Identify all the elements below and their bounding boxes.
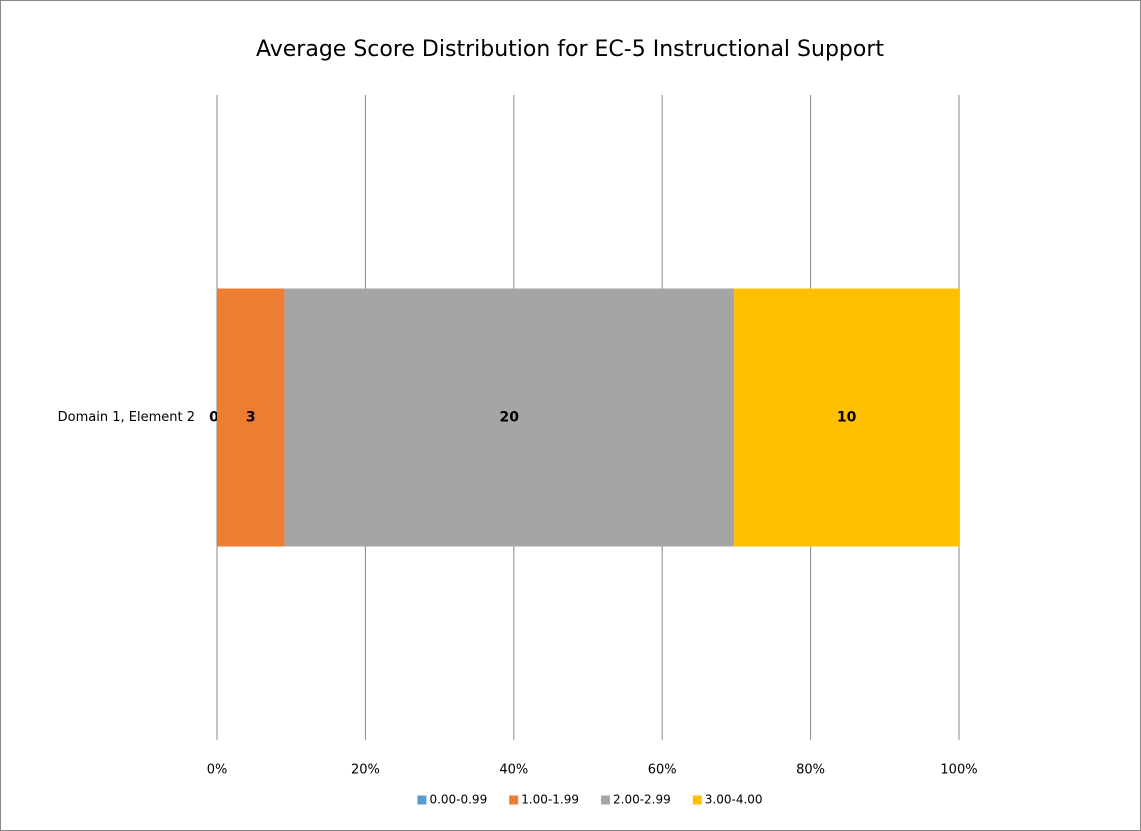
x-tick-label: 40% xyxy=(499,763,528,778)
legend-swatch xyxy=(509,795,519,805)
legend-label: 0.00-0.99 xyxy=(429,793,487,807)
chart-title: Average Score Distribution for EC-5 Inst… xyxy=(256,37,884,62)
x-tick-label: 20% xyxy=(351,763,380,778)
data-label: 0 xyxy=(209,410,219,426)
y-tick-label: Domain 1, Element 2 xyxy=(58,410,195,425)
x-tick-label: 60% xyxy=(648,763,677,778)
data-label: 20 xyxy=(500,410,520,426)
x-tick-label: 80% xyxy=(796,763,825,778)
bar-segment xyxy=(217,288,285,547)
legend-swatch xyxy=(417,795,427,805)
legend-label: 1.00-1.99 xyxy=(521,793,579,807)
x-tick-label: 0% xyxy=(207,763,228,778)
legend-label: 2.00-2.99 xyxy=(613,793,671,807)
legend-label: 3.00-4.00 xyxy=(705,793,763,807)
data-label: 3 xyxy=(246,410,256,426)
legend-swatch xyxy=(601,795,610,805)
bar-segment xyxy=(734,288,959,547)
bar-segment xyxy=(284,288,735,547)
x-tick-label: 100% xyxy=(940,763,977,778)
legend-swatch xyxy=(692,795,702,805)
data-label: 10 xyxy=(837,410,857,426)
